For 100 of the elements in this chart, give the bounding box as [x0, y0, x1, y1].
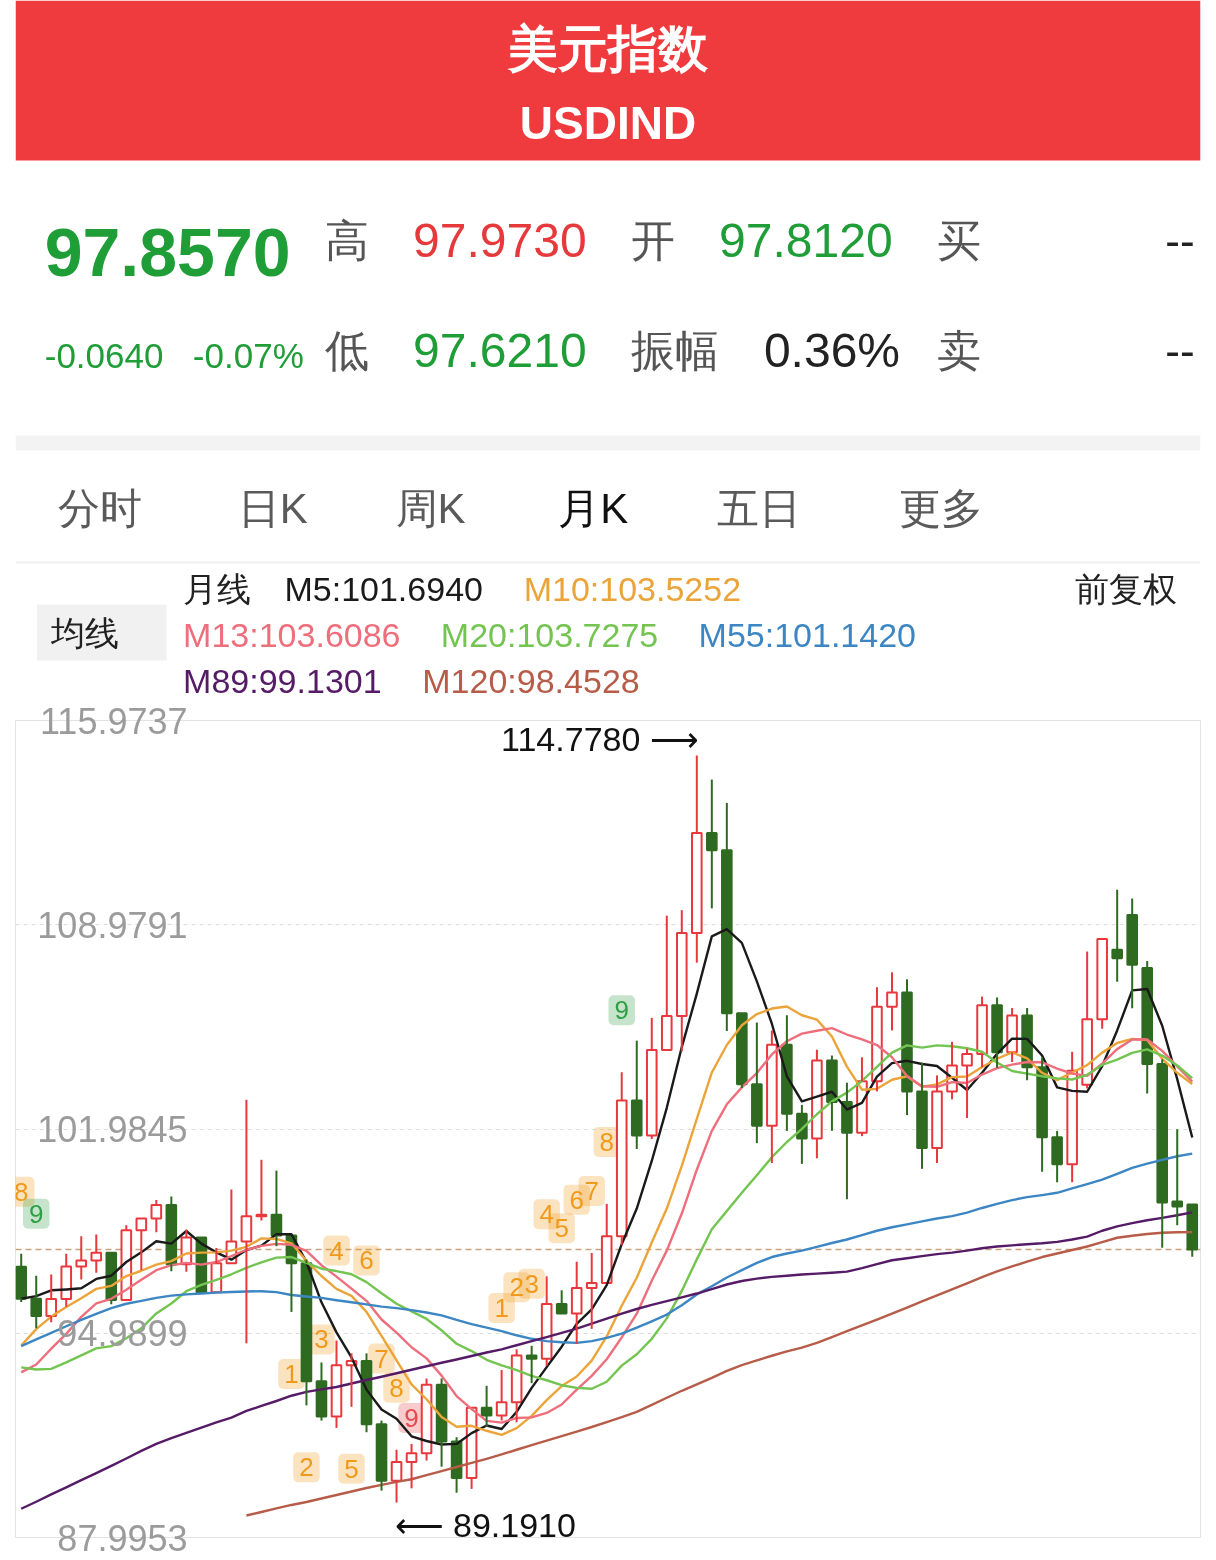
text: 97.8570: [44, 214, 291, 290]
text: 更多: [899, 485, 984, 532]
text: 分时: [58, 485, 143, 532]
candlestick: [991, 996, 1003, 1069]
candlestick: [706, 778, 718, 910]
text: 月K: [558, 485, 629, 532]
candlestick: [1066, 1050, 1078, 1184]
candlestick: [45, 1273, 58, 1324]
candlestick: [766, 1029, 778, 1164]
annotation: 6: [569, 1184, 584, 1215]
text: 均线: [49, 613, 119, 652]
annotation: 4: [539, 1199, 554, 1230]
text: M5:101.6940: [284, 569, 483, 608]
text: M10:103.5252: [523, 569, 742, 608]
candlestick: [570, 1260, 583, 1345]
candlestick: [691, 754, 703, 964]
candlestick: [1171, 1128, 1184, 1227]
text: 97.8120: [719, 214, 893, 267]
candlestick: [675, 909, 688, 1053]
candlestick: [1006, 1006, 1018, 1063]
candlestick: [1081, 950, 1093, 1090]
annotation: 8: [389, 1372, 404, 1403]
candlestick: [30, 1274, 43, 1330]
chart-subtitle: USDIND: [519, 96, 697, 149]
text: --: [1165, 326, 1195, 375]
text: M13:103.6086: [183, 615, 401, 654]
text: 低: [325, 326, 370, 375]
candlestick: [1051, 1129, 1063, 1184]
candlestick: [585, 1251, 598, 1330]
y-tick-label: 108.9791: [37, 904, 188, 946]
annotation: 2: [509, 1272, 524, 1303]
candlestick: [886, 971, 898, 1032]
candlestick: [721, 801, 733, 1033]
candlestick: [826, 1054, 838, 1132]
annotation: 114.7780 ⟶: [501, 720, 699, 759]
candlestick: [495, 1369, 508, 1422]
candlestick: [1156, 1058, 1169, 1249]
text: M120:98.4528: [422, 661, 640, 700]
annotation: 7: [584, 1175, 599, 1206]
text: 卖: [937, 326, 982, 375]
annotation: 4: [329, 1235, 344, 1266]
candlestick: [781, 1014, 793, 1132]
candlestick: [841, 1081, 853, 1201]
text: 周K: [395, 485, 466, 532]
y-tick-label: 115.9737: [40, 700, 188, 742]
candlestick: [1036, 1056, 1048, 1173]
text: 前复权: [1075, 569, 1178, 608]
annotation: 3: [314, 1324, 329, 1355]
candlestick: [931, 1074, 943, 1164]
annotation: 3: [524, 1268, 539, 1299]
y-tick-label: 101.9845: [37, 1109, 188, 1150]
text: 五日: [717, 485, 802, 532]
candlestick: [75, 1235, 88, 1281]
candlestick: [90, 1233, 103, 1274]
text: M89:99.1301: [183, 661, 382, 700]
candlestick: [615, 1071, 628, 1247]
candlestick: [510, 1348, 523, 1424]
candlestick: [525, 1344, 538, 1385]
candlestick: [1126, 897, 1138, 1010]
candlestick: [916, 1061, 928, 1170]
chart-title: 美元指数: [507, 20, 709, 77]
text: -0.0640: [44, 335, 164, 375]
text: 97.6210: [413, 324, 587, 377]
annotation: 8: [599, 1126, 614, 1157]
y-tick-label: 87.9953: [57, 1517, 188, 1559]
candlestick: [630, 1039, 643, 1150]
candlestick: [751, 1021, 763, 1145]
text: 0.36%: [763, 324, 901, 377]
text: 开: [631, 216, 676, 265]
candlestick: [901, 978, 913, 1117]
annotation: 5: [554, 1213, 569, 1244]
text: 振幅: [631, 326, 720, 375]
candlestick: [961, 1047, 973, 1120]
annotation: 1: [494, 1293, 509, 1324]
candlestick: [600, 1202, 613, 1285]
candlestick: [60, 1252, 73, 1308]
candlestick: [405, 1442, 418, 1490]
text: M55:101.1420: [698, 615, 916, 654]
candlestick: [390, 1448, 403, 1504]
annotation: 6: [359, 1245, 374, 1276]
text: --: [1165, 216, 1195, 265]
annotation: 9: [614, 995, 629, 1026]
candlestick: [480, 1384, 493, 1428]
candlestick: [150, 1199, 163, 1234]
annotation: 9: [28, 1198, 44, 1229]
candlestick: [240, 1098, 253, 1345]
candlestick: [1096, 938, 1108, 1030]
candlestick: [1111, 888, 1123, 983]
annotation: ⟵ 89.1910: [394, 1505, 576, 1544]
candlestick: [1186, 1203, 1199, 1258]
annotation: 9: [404, 1402, 419, 1433]
annotation: 8: [13, 1176, 29, 1207]
annotation: 2: [299, 1452, 314, 1483]
candlestick: [15, 1252, 28, 1303]
annotation: 7: [374, 1343, 389, 1374]
text: M20:103.7275: [440, 615, 659, 654]
text: 高: [325, 216, 370, 265]
text: 日K: [237, 485, 308, 532]
text: 买: [937, 216, 982, 265]
annotation: 5: [344, 1453, 359, 1484]
